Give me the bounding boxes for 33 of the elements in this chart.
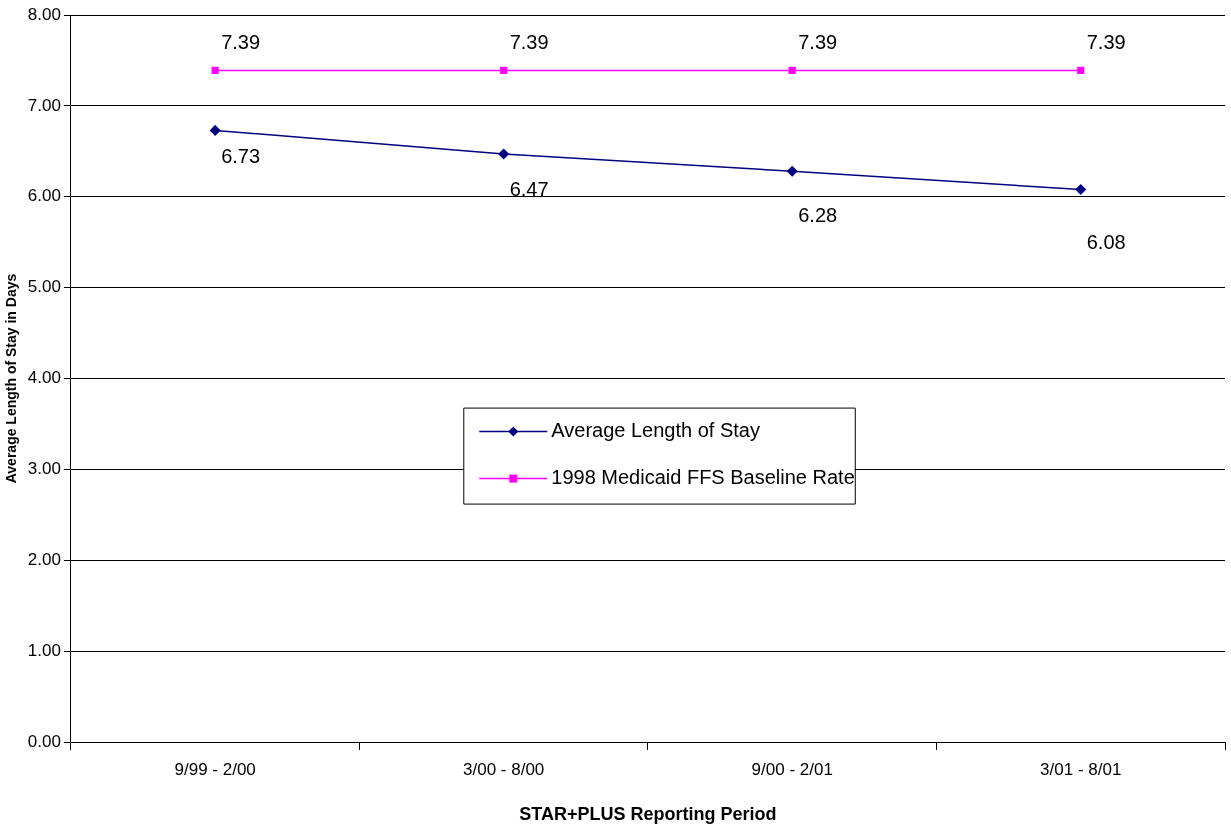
legend-label: Average Length of Stay	[551, 419, 760, 442]
legend-label: 1998 Medicaid FFS Baseline Rate	[551, 466, 855, 489]
y-tick-label: 2.00	[27, 549, 61, 569]
point	[209, 125, 221, 136]
y-tick-label: 5.00	[27, 277, 61, 297]
data-label: 6.08	[1086, 231, 1126, 253]
point	[1075, 184, 1086, 195]
x-tick-label: 9/99 - 2/00	[174, 759, 256, 779]
data-label: 7.39	[509, 30, 549, 53]
data-label: 7.39	[798, 30, 838, 53]
y-tick-label: 7.00	[27, 95, 61, 115]
y-tick-label: 8.00	[27, 4, 61, 24]
data-label: 6.47	[509, 177, 549, 200]
point	[500, 66, 508, 75]
y-tick-label: 0.00	[27, 731, 61, 751]
point	[786, 166, 798, 177]
y-axis-title: Average Length of Stay in Days	[3, 273, 20, 484]
point	[788, 66, 796, 75]
point	[498, 148, 509, 160]
point	[1077, 66, 1085, 75]
x-tick-label: 3/01 - 8/01	[1040, 759, 1122, 779]
point	[211, 66, 219, 75]
y-tick-label: 3.00	[27, 459, 61, 479]
data-label: 6.73	[221, 144, 261, 167]
data-label: 7.39	[221, 30, 261, 53]
x-axis-title: STAR+PLUS Reporting Period	[519, 804, 777, 825]
x-tick-label: 9/00 - 2/01	[751, 759, 833, 779]
x-tick-label: 3/00 - 8/00	[463, 759, 545, 779]
data-label: 7.39	[1086, 30, 1126, 53]
y-tick-label: 6.00	[27, 186, 61, 206]
data-label: 6.28	[798, 203, 838, 226]
y-tick-label: 1.00	[27, 640, 61, 660]
y-tick-label: 4.00	[27, 368, 61, 388]
